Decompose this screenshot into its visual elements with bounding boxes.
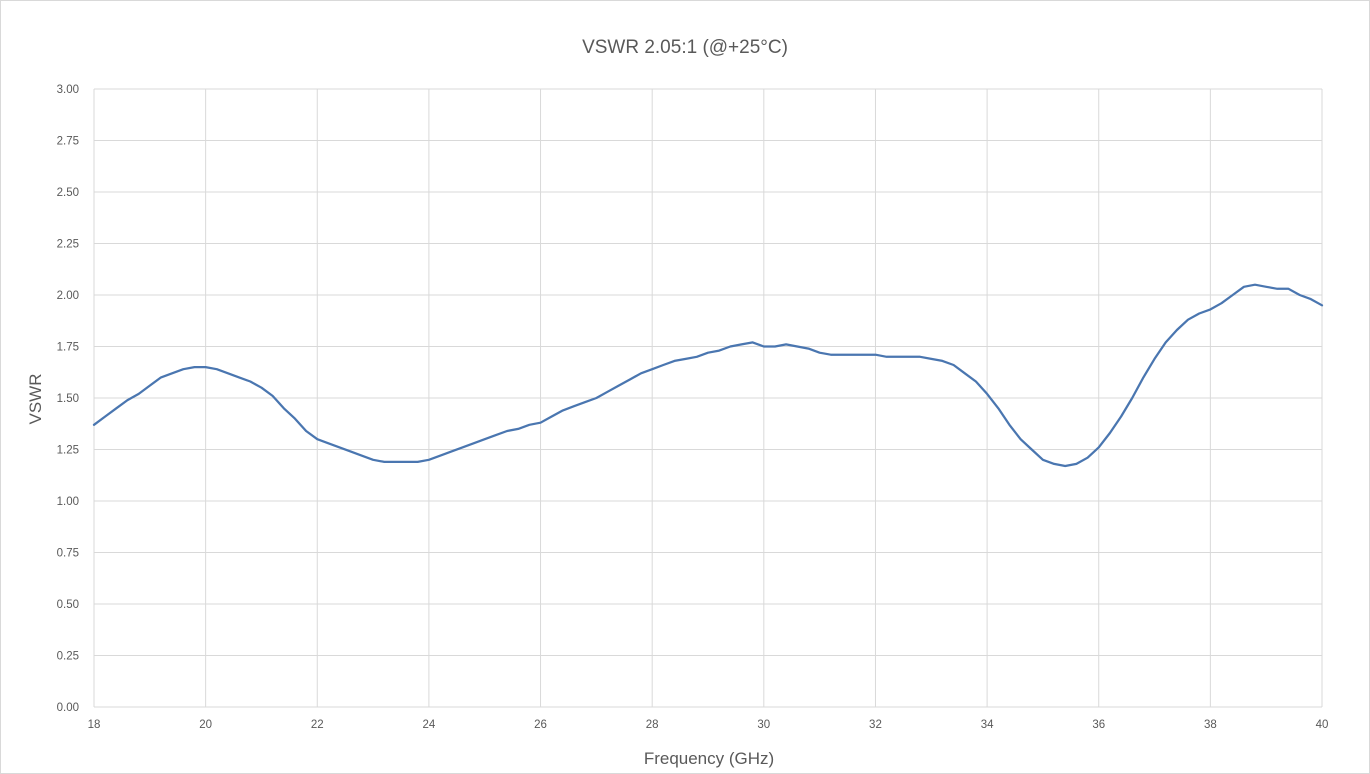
- y-tick-label: 0.75: [57, 548, 79, 560]
- chart-title: VSWR 2.05:1 (@+25°C): [582, 37, 788, 58]
- x-tick-label: 24: [423, 719, 436, 731]
- x-tick-label: 34: [981, 719, 994, 731]
- y-tick-label: 0.00: [57, 702, 79, 714]
- x-tick-label: 36: [1092, 719, 1105, 731]
- y-axis-ticks: 0.00 0.25 0.50 0.75 1.00 1.25 1.50 1.75 2.00 2.25…: [57, 84, 79, 714]
- y-tick-label: 3.00: [57, 84, 79, 96]
- x-tick-label: 18: [88, 719, 101, 731]
- x-tick-label: 28: [646, 719, 659, 731]
- series-layer: [92, 283, 1324, 468]
- y-tick-label: 0.25: [57, 651, 79, 663]
- y-tick-label: 1.00: [57, 496, 79, 508]
- y-tick-label: 1.25: [57, 445, 79, 457]
- y-tick-label: 2.25: [57, 239, 79, 251]
- x-tick-label: 32: [869, 719, 882, 731]
- series-line: [92, 283, 1324, 468]
- y-tick-label: 2.00: [57, 290, 79, 302]
- x-tick-label: 38: [1204, 719, 1217, 731]
- y-tick-label: 2.75: [57, 136, 79, 148]
- y-tick-label: 2.50: [57, 187, 79, 199]
- y-tick-label: 1.75: [57, 342, 79, 354]
- x-tick-label: 30: [757, 719, 770, 731]
- x-tick-label: 26: [534, 719, 547, 731]
- y-tick-label: 0.50: [57, 599, 79, 611]
- gridlines: [93, 88, 1323, 708]
- y-axis-title: VSWR: [26, 374, 45, 425]
- x-tick-label: 22: [311, 719, 324, 731]
- x-tick-label: 40: [1316, 719, 1329, 731]
- x-axis-title: Frequency (GHz): [644, 749, 774, 768]
- y-tick-label: 1.50: [57, 393, 79, 405]
- x-axis-ticks: 18 20 22 24 26 28 30 32 34 36 38 40: [88, 719, 1329, 731]
- x-tick-label: 20: [199, 719, 212, 731]
